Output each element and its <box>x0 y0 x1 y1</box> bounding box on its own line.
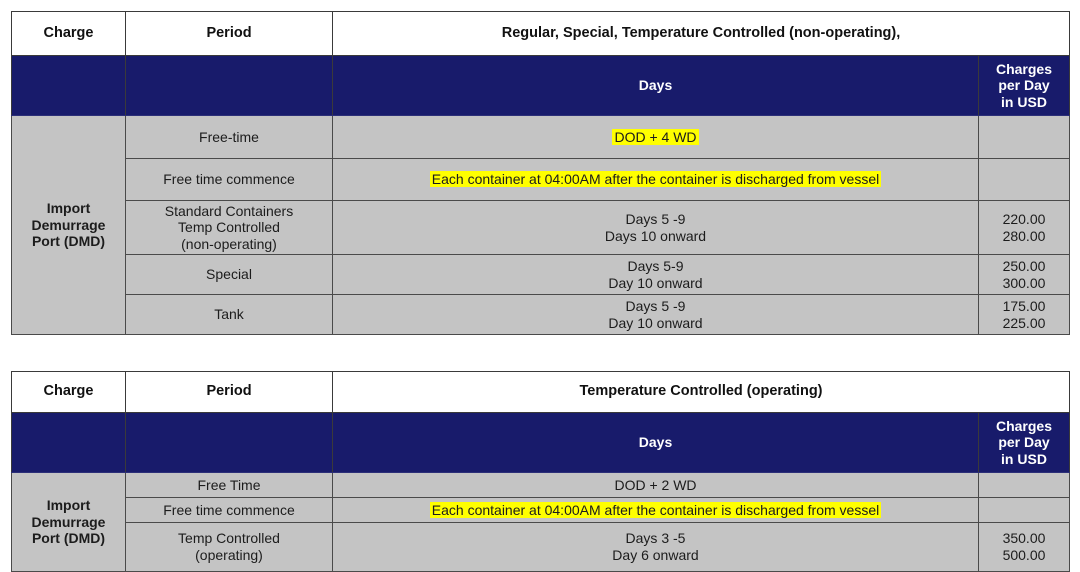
table1-days-standard-containers: Days 5 -9 Days 10 onward <box>332 200 979 255</box>
table1-subheader-charge-blank <box>11 55 126 116</box>
table2-header-period: Period <box>125 371 333 413</box>
demurrage-table-non-operating: Charge Period Regular, Special, Temperat… <box>11 11 1070 335</box>
table1-rate-tank: 175.00 225.00 <box>978 294 1070 335</box>
table-row: Temp Controlled (operating) Days 3 -5 Da… <box>12 522 1070 572</box>
table2-period-free-time-commence: Free time commence <box>125 497 333 523</box>
highlighted-text: Each container at 04:00AM after the cont… <box>429 501 882 518</box>
table1-subheader-period-blank <box>125 55 333 116</box>
table1-days-free-time: DOD + 4 WD <box>332 115 979 159</box>
table-row: Import Demurrage Port (DMD) Free-time DO… <box>11 115 1070 335</box>
table2-subheader-days: Days <box>332 412 979 473</box>
demurrage-table-operating: Charge Period Temperature Controlled (op… <box>11 371 1070 572</box>
table2-rate-free-time-commence <box>978 497 1070 523</box>
table1-rate-free-time-commence <box>978 158 1070 201</box>
table1-rate-standard-containers: 220.00 280.00 <box>978 200 1070 255</box>
highlighted-text: Each container at 04:00AM after the cont… <box>429 171 882 188</box>
table1-charge-label: Import Demurrage Port (DMD) <box>11 115 126 335</box>
table1-subheader-days: Days <box>332 55 979 116</box>
demurrage-table-operating-wrapper: Charge Period Temperature Controlled (op… <box>11 371 1070 572</box>
table2-rate-temp-controlled: 350.00 500.00 <box>978 522 1070 572</box>
table1-period-special: Special <box>125 254 333 295</box>
table2-charge-label: Import Demurrage Port (DMD) <box>11 472 126 572</box>
table1-days-tank: Days 5 -9 Day 10 onward <box>332 294 979 335</box>
table2-subheader-rate: Charges per Day in USD <box>978 412 1070 473</box>
table1-header-scope: Regular, Special, Temperature Controlled… <box>332 11 1070 56</box>
table2-days-free-time-commence: Each container at 04:00AM after the cont… <box>332 497 979 523</box>
table2-days-temp-controlled: Days 3 -5 Day 6 onward <box>332 522 979 572</box>
table-row: Special Days 5-9 Day 10 onward 250.00 30… <box>12 254 1070 295</box>
table-row: Tank Days 5 -9 Day 10 onward 175.00 225.… <box>12 294 1070 335</box>
table2-header-row: Charge Period Temperature Controlled (op… <box>11 371 1070 413</box>
table2-subheader-row: Days Charges per Day in USD <box>11 412 1070 473</box>
table1-period-free-time-commence: Free time commence <box>125 158 333 201</box>
table-row: Free time commence Each container at 04:… <box>12 497 1070 523</box>
table1-days-special: Days 5-9 Day 10 onward <box>332 254 979 295</box>
table-row: Free time commence Each container at 04:… <box>12 158 1070 201</box>
demurrage-table-non-operating-wrapper: Charge Period Regular, Special, Temperat… <box>11 11 1070 335</box>
table1-rate-free-time <box>978 115 1070 159</box>
table1-rate-special: 250.00 300.00 <box>978 254 1070 295</box>
table1-header-charge: Charge <box>11 11 126 56</box>
table1-period-standard-containers: Standard Containers Temp Controlled (non… <box>125 200 333 255</box>
table1-days-free-time-commence: Each container at 04:00AM after the cont… <box>332 158 979 201</box>
table1-period-free-time: Free-time <box>125 115 333 159</box>
highlighted-text: DOD + 4 WD <box>612 128 699 145</box>
table1-header-period: Period <box>125 11 333 56</box>
table2-header-charge: Charge <box>11 371 126 413</box>
table2-subheader-period-blank <box>125 412 333 473</box>
table2-days-free-time: DOD + 2 WD <box>332 472 979 498</box>
table2-period-free-time: Free Time <box>125 472 333 498</box>
table1-period-tank: Tank <box>125 294 333 335</box>
table1-subheader-rate: Charges per Day in USD <box>978 55 1070 116</box>
table1-subheader-row: Days Charges per Day in USD <box>11 55 1070 116</box>
table2-rate-free-time <box>978 472 1070 498</box>
table-row: Import Demurrage Port (DMD) Free Time DO… <box>11 472 1070 572</box>
table1-header-row: Charge Period Regular, Special, Temperat… <box>11 11 1070 56</box>
table-row: Standard Containers Temp Controlled (non… <box>12 200 1070 255</box>
table2-subheader-charge-blank <box>11 412 126 473</box>
table2-period-temp-controlled: Temp Controlled (operating) <box>125 522 333 572</box>
table2-header-scope: Temperature Controlled (operating) <box>332 371 1070 413</box>
